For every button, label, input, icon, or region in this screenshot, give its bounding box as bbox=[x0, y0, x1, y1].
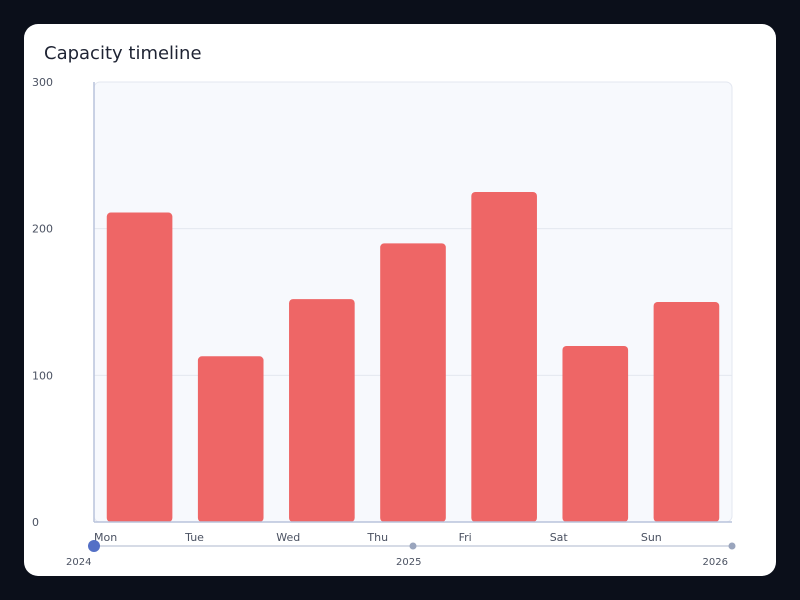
x-tick-label: Tue bbox=[184, 531, 204, 544]
slider-handle[interactable] bbox=[88, 540, 100, 552]
slider-stop[interactable] bbox=[728, 542, 736, 550]
bar-sun[interactable] bbox=[653, 302, 720, 522]
x-tick-label: Fri bbox=[459, 531, 472, 544]
slider-label: 2025 bbox=[396, 557, 421, 568]
slider-label: 2026 bbox=[703, 557, 728, 568]
bar-thu[interactable] bbox=[380, 243, 446, 523]
y-tick-label: 0 bbox=[32, 516, 39, 529]
chart-title: Capacity timeline bbox=[44, 43, 202, 64]
bars bbox=[106, 192, 720, 523]
y-tick-label: 100 bbox=[32, 369, 53, 382]
bar-wed[interactable] bbox=[289, 299, 355, 522]
y-tick-label: 300 bbox=[32, 76, 53, 89]
x-tick-label: Sat bbox=[550, 531, 569, 544]
x-tick-label: Wed bbox=[276, 531, 300, 544]
bar-fri[interactable] bbox=[471, 192, 537, 522]
bar-tue[interactable] bbox=[197, 356, 264, 522]
slider-label: 2024 bbox=[66, 557, 91, 568]
bar-mon[interactable] bbox=[106, 212, 173, 523]
x-tick-label: Sun bbox=[641, 531, 662, 544]
x-axis-ticks: Mon Tue Wed Thu Fri Sat Sun bbox=[94, 531, 662, 544]
x-tick-label: Mon bbox=[94, 531, 117, 544]
y-axis-ticks: 0 100 200 300 bbox=[32, 76, 53, 529]
timeline-slider[interactable]: 2024 2025 2026 bbox=[66, 540, 736, 568]
y-tick-label: 200 bbox=[32, 223, 53, 236]
x-tick-label: Thu bbox=[366, 531, 388, 544]
bar-sat[interactable] bbox=[562, 346, 629, 522]
slider-stop[interactable] bbox=[409, 542, 417, 550]
